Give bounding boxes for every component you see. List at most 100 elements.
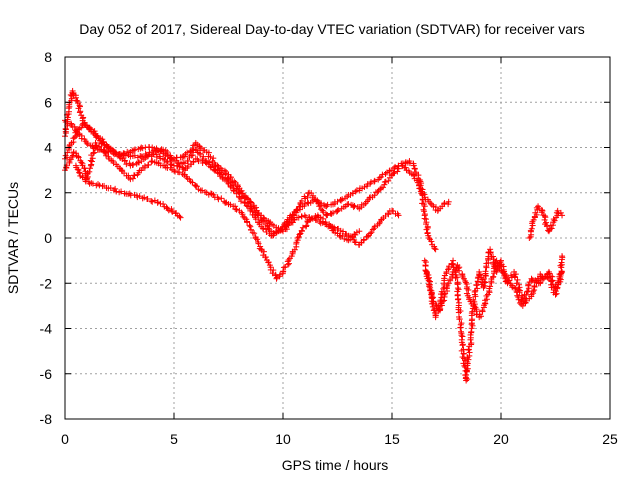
data-point	[426, 235, 433, 241]
data-point-fill	[454, 296, 461, 303]
data-point-fill	[233, 206, 240, 213]
data-point-fill	[554, 284, 561, 291]
data-point-fill	[68, 154, 75, 161]
data-point-fill	[141, 194, 148, 201]
data-point-fill	[240, 192, 247, 199]
data-point-fill	[495, 262, 502, 269]
data-point-fill	[525, 285, 532, 292]
data-point-fill	[136, 193, 143, 200]
data-point-fill	[289, 219, 296, 226]
data-point-fill	[406, 160, 413, 167]
data-point-fill	[87, 165, 94, 172]
data-point	[345, 201, 352, 208]
data-point-fill	[296, 231, 303, 238]
data-point	[334, 198, 341, 205]
data-point-fill	[439, 298, 446, 305]
data-point-fill	[504, 279, 511, 286]
data-point-fill	[410, 172, 417, 179]
data-point-fill	[311, 196, 318, 203]
data-point-fill	[426, 283, 433, 290]
data-point-fill	[390, 170, 397, 177]
data-point-fill	[206, 159, 213, 166]
data-point-fill	[157, 148, 164, 155]
data-point-fill	[490, 273, 497, 280]
x-tick-label: 0	[61, 431, 69, 447]
data-point-fill	[525, 281, 532, 288]
data-point-fill	[265, 225, 272, 232]
x-axis-label: GPS time / hours	[282, 457, 389, 473]
data-point	[127, 176, 134, 183]
data-point-fill	[101, 147, 108, 154]
data-point-fill	[301, 193, 308, 200]
data-point	[445, 198, 452, 205]
data-point-fill	[294, 206, 301, 213]
data-point-fill	[544, 274, 551, 281]
data-point-fill	[231, 182, 238, 189]
data-point-fill	[411, 165, 418, 172]
data-point-fill	[352, 239, 359, 246]
data-point-fill	[82, 121, 89, 128]
data-point-fill	[164, 158, 171, 165]
x-tick-label: 5	[170, 431, 178, 447]
data-point-fill	[338, 197, 345, 204]
data-point-fill	[279, 226, 286, 233]
data-point-fill	[185, 157, 192, 164]
data-point-fill	[548, 225, 555, 232]
data-point-fill	[322, 211, 329, 218]
data-point-fill	[76, 102, 83, 109]
data-point-fill	[461, 362, 468, 369]
y-tick-label: 2	[44, 185, 52, 201]
data-point	[417, 185, 424, 192]
data-point-fill	[75, 154, 82, 161]
data-point-fill	[298, 197, 305, 204]
data-point-fill	[253, 204, 260, 211]
data-point-fill	[454, 274, 461, 281]
data-point-fill	[482, 279, 489, 286]
y-tick-label: -6	[40, 366, 53, 382]
data-point-fill	[221, 167, 228, 174]
data-point-fill	[371, 192, 378, 199]
data-point-fill	[71, 123, 78, 130]
data-point-fill	[431, 245, 438, 252]
data-point-fill	[149, 198, 156, 205]
data-point-fill	[252, 235, 259, 242]
data-point	[526, 235, 533, 241]
y-tick-label: -2	[40, 275, 53, 291]
data-point-fill	[462, 279, 469, 286]
y-tick-label: 0	[44, 230, 52, 246]
data-point-fill	[557, 209, 564, 216]
data-point-fill	[193, 183, 200, 190]
data-point-fill	[218, 195, 225, 202]
data-point-fill	[366, 194, 373, 201]
data-point-fill	[118, 188, 125, 195]
data-point-fill	[130, 161, 137, 168]
data-point-fill	[427, 286, 434, 293]
data-point-fill	[541, 273, 548, 280]
data-point-fill	[441, 200, 448, 207]
data-point	[75, 153, 82, 160]
data-point-fill	[428, 201, 435, 208]
data-point-fill	[482, 268, 489, 275]
data-point-fill	[433, 305, 440, 312]
data-point-fill	[131, 172, 138, 179]
data-point	[290, 216, 297, 223]
data-point-fill	[291, 246, 298, 253]
data-point-fill	[232, 206, 239, 213]
data-point-fill	[270, 267, 277, 274]
data-point-fill	[263, 228, 270, 235]
data-point-fill	[316, 218, 323, 225]
data-point-fill	[196, 143, 203, 150]
y-tick-label: 8	[44, 49, 52, 65]
data-point-fill	[470, 296, 477, 303]
data-point-fill	[73, 126, 80, 133]
data-point-fill	[425, 277, 432, 284]
data-point	[72, 94, 79, 101]
data-point-fill	[295, 214, 302, 221]
data-point-fill	[176, 213, 183, 220]
data-point-fill	[463, 371, 470, 378]
data-point	[430, 203, 437, 210]
data-point-fill	[241, 194, 248, 201]
data-point-fill	[168, 162, 175, 169]
y-tick-label: -8	[40, 411, 53, 427]
data-point-fill	[91, 149, 98, 156]
